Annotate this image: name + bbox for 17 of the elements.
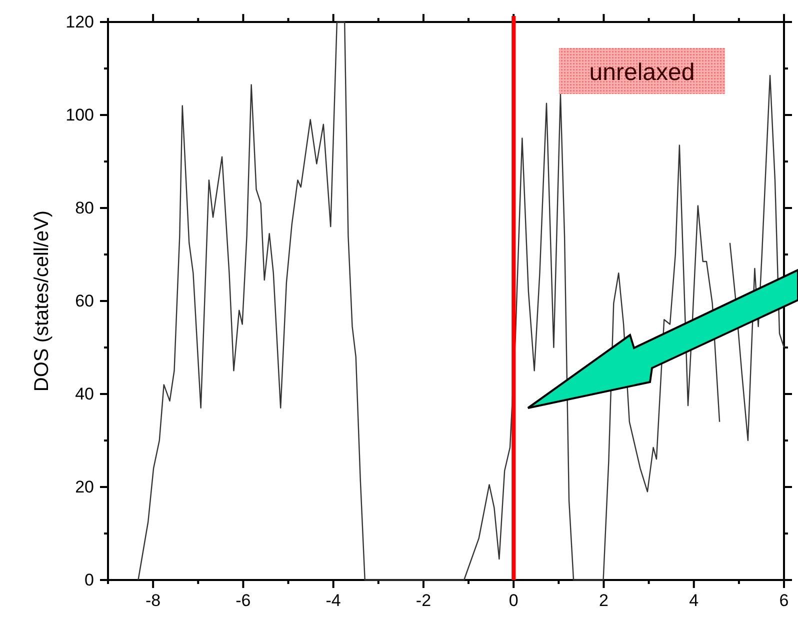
y-tick-label: 60 [75, 291, 94, 310]
y-tick-label: 0 [84, 570, 94, 590]
x-tick-label: -8 [146, 591, 161, 610]
x-tick-label: -6 [236, 591, 251, 610]
x-tick-label: 0 [508, 591, 518, 610]
y-tick-label: 100 [66, 105, 94, 124]
x-tick-label: 2 [599, 591, 608, 610]
annotation: unrelaxed [589, 59, 695, 86]
x-tick-label: 6 [779, 591, 789, 610]
y-tick-label: 80 [75, 198, 94, 218]
y-tick-label: 40 [75, 384, 94, 404]
x-tick-label: -2 [416, 591, 432, 610]
y-tick-label: 20 [75, 477, 94, 496]
x-tick-label: -4 [326, 591, 341, 610]
x-tick-label: 4 [689, 591, 699, 610]
y-tick-label: 120 [66, 12, 94, 32]
y-axis-title: DOS (states/cell/eV) [31, 210, 53, 392]
